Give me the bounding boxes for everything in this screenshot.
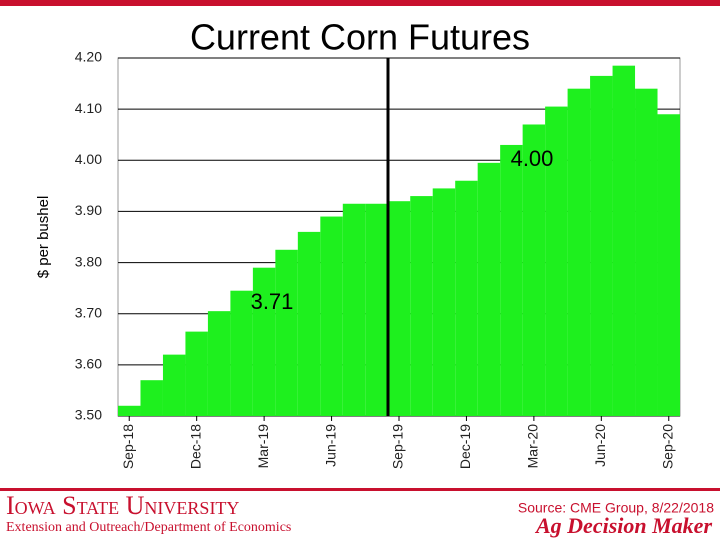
x-tick-label: Dec-19 (457, 424, 473, 469)
bar (275, 249, 298, 416)
y-tick-label: 4.10 (75, 100, 102, 116)
annotation: 4.00 (511, 146, 554, 171)
bar (612, 65, 636, 417)
source: Source: CME Group, 8/22/2018 (518, 500, 714, 516)
top-bar (0, 0, 720, 6)
brand: Ag Decision Maker (534, 513, 712, 538)
y-tick-label: 3.80 (75, 253, 102, 269)
x-tick-label: Jun-19 (322, 424, 338, 467)
y-tick-label: 3.60 (75, 356, 102, 372)
bar (118, 405, 141, 416)
bar (162, 354, 186, 416)
x-tick-label: Mar-20 (525, 424, 541, 469)
bar (365, 203, 388, 416)
bar (657, 114, 680, 416)
x-tick-label: Dec-18 (187, 424, 203, 469)
bar (230, 290, 253, 416)
bar (477, 162, 501, 416)
bar (140, 380, 163, 416)
bar (207, 311, 231, 416)
bar (410, 196, 433, 416)
y-tick-label: 4.00 (75, 151, 102, 167)
bar (252, 267, 276, 416)
annotation: 3.71 (251, 289, 294, 314)
y-tick-label: 3.90 (75, 202, 102, 218)
university-name: Iowa State University (6, 491, 239, 520)
bar (432, 188, 456, 416)
bar (320, 216, 343, 416)
bar (185, 331, 208, 416)
y-axis-label: $ per bushel (35, 196, 52, 279)
bar (567, 88, 591, 416)
bar (342, 203, 366, 416)
x-tick-label: Mar-19 (255, 424, 271, 469)
bar (522, 124, 546, 416)
bar (455, 180, 478, 416)
y-tick-label: 4.20 (75, 49, 102, 65)
department: Extension and Outreach/Department of Eco… (6, 520, 291, 535)
chart-title: Current Corn Futures (190, 17, 530, 58)
x-tick-label: Jun-20 (592, 424, 608, 467)
bar (500, 144, 523, 416)
footer-rule (0, 488, 720, 491)
x-tick-label: Sep-19 (390, 424, 406, 469)
bar (545, 106, 568, 416)
bar (387, 201, 411, 416)
x-tick-label: Sep-20 (659, 424, 675, 469)
bar (635, 88, 658, 416)
y-tick-label: 3.70 (75, 304, 102, 320)
x-tick-label: Sep-18 (120, 424, 136, 469)
bar (590, 75, 613, 417)
bar (297, 231, 321, 416)
y-tick-label: 3.50 (75, 407, 102, 423)
